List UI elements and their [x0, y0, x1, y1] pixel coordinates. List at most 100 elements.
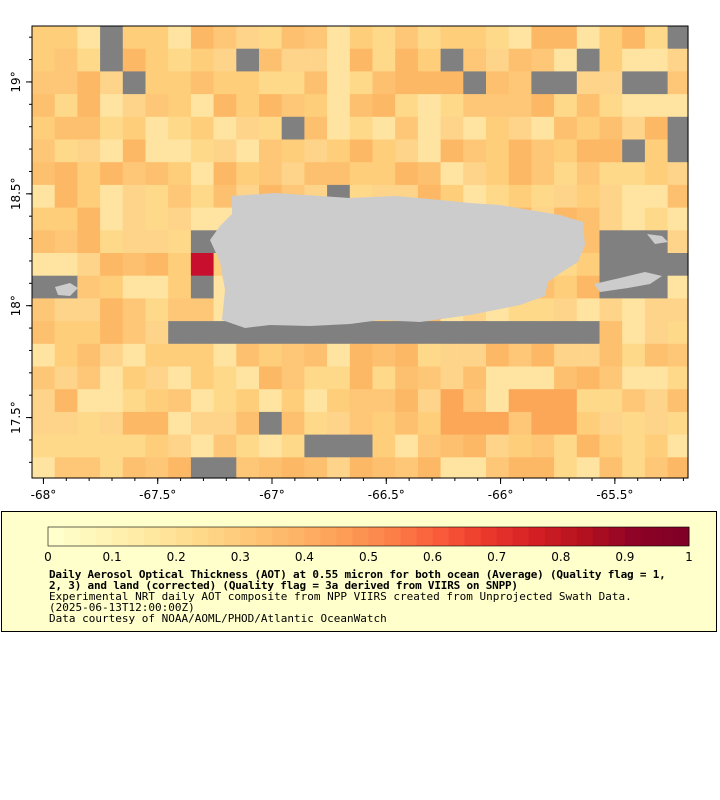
grid-cell: [77, 26, 101, 50]
colorbar-tick-label: 0.5: [359, 550, 378, 564]
grid-cell: [486, 48, 510, 72]
colorbar-swatch: [416, 527, 434, 546]
grid-cell: [508, 139, 532, 163]
colorbar-swatch: [576, 527, 594, 546]
grid-cell: [259, 366, 283, 390]
colorbar-swatch: [336, 527, 353, 546]
grid-cell: [327, 48, 351, 72]
grid-cell: [599, 162, 623, 186]
grid-cell: [395, 48, 419, 72]
grid-cell: [168, 434, 192, 458]
grid-cell: [168, 253, 192, 277]
grid-cell: [554, 139, 578, 163]
colorbar-swatch: [608, 527, 626, 546]
grid-cell: [77, 321, 101, 345]
grid-cell: [622, 94, 646, 118]
grid-cell: [576, 321, 601, 345]
grid-cell: [508, 94, 532, 118]
grid-cell: [145, 26, 169, 50]
grid-cell: [327, 389, 351, 413]
grid-cell: [440, 48, 464, 72]
grid-cell: [599, 94, 623, 118]
grid-cell: [644, 162, 669, 186]
grid-cell: [213, 411, 237, 436]
grid-cell: [190, 94, 215, 118]
grid-cell: [417, 434, 442, 458]
grid-cell: [122, 434, 147, 458]
grid-cell: [417, 116, 442, 141]
grid-cell: [463, 343, 487, 368]
grid-cell: [213, 321, 237, 345]
grid-cell: [77, 434, 101, 458]
grid-cell: [349, 48, 374, 72]
grid-cell: [644, 94, 669, 118]
grid-cell: [168, 207, 192, 231]
grid-cell: [122, 411, 147, 436]
grid-cell: [349, 26, 374, 50]
grid-cell: [463, 26, 487, 50]
grid-cell: [190, 184, 215, 209]
grid-cell: [440, 26, 464, 50]
grid-cell: [122, 48, 147, 72]
grid-cell: [667, 94, 689, 118]
grid-cell: [32, 298, 56, 322]
grid-cell: [236, 366, 260, 390]
grid-cell: [32, 343, 56, 368]
grid-cell: [554, 321, 578, 345]
grid-cell: [168, 411, 192, 436]
grid-cell: [531, 366, 555, 390]
grid-cell: [168, 162, 192, 186]
grid-cell: [576, 343, 601, 368]
legend-panel: 0 0.1 0.2 0.3 0.4 0.5 0.6 0.7 0.8 0.9 1 Daily Aero…: [1, 511, 717, 632]
grid-cell: [531, 434, 555, 458]
grid-cell: [259, 26, 283, 50]
grid-cell: [100, 253, 124, 277]
grid-cell: [576, 411, 601, 436]
grid-cell: [417, 48, 442, 72]
grid-cell: [281, 116, 305, 141]
grid-cell: [395, 71, 419, 95]
colorbar-swatch: [368, 527, 386, 546]
grid-cell: [667, 343, 689, 368]
grid-cell: [145, 411, 169, 436]
grid-cell: [508, 343, 532, 368]
grid-cell: [667, 139, 689, 163]
map-frame: [31, 25, 689, 479]
grid-cell: [372, 366, 396, 390]
grid-cell: [576, 48, 601, 72]
grid-cell: [259, 139, 283, 163]
grid-cell: [667, 48, 689, 72]
colorbar-frame: [47, 526, 690, 547]
vieques-island: [594, 272, 662, 292]
grid-cell: [32, 253, 56, 277]
grid-cell: [122, 253, 147, 277]
grid-cell: [168, 343, 192, 368]
grid-cell: [259, 389, 283, 413]
grid-cell: [168, 389, 192, 413]
grid-cell: [576, 94, 601, 118]
grid-cell: [32, 275, 56, 299]
grid-cell: [327, 434, 351, 458]
grid-cell: [32, 26, 56, 50]
grid-cell: [190, 411, 215, 436]
grid-cell: [54, 298, 78, 322]
grid-cell: [145, 162, 169, 186]
grid-cell: [77, 275, 101, 299]
grid-cell: [349, 366, 374, 390]
caption-title-line2: 2, 3) and land (corrected) (Quality flag…: [49, 579, 518, 592]
colorbar-swatch: [384, 527, 402, 546]
grid-cell: [599, 71, 623, 95]
colorbar-tick-label: 0.2: [167, 550, 186, 564]
colorbar-swatch: [512, 527, 530, 546]
grid-cell: [259, 411, 283, 436]
grid-cell: [168, 184, 192, 209]
grid-cell: [236, 389, 260, 413]
grid-cell: [440, 139, 464, 163]
grid-cell: [100, 116, 124, 141]
grid-cell: [77, 253, 101, 277]
grid-cell: [304, 26, 328, 50]
grid-cell: [77, 94, 101, 118]
grid-cell: [395, 411, 419, 436]
grid-cell: [395, 434, 419, 458]
grid-cell: [531, 184, 555, 209]
